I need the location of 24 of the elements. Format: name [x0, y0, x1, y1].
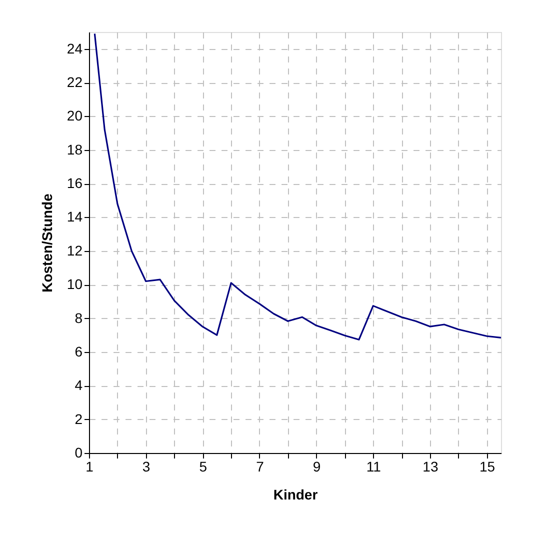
y-tick-label: 14 — [66, 208, 83, 225]
y-tick-label: 20 — [66, 108, 83, 124]
y-tick-label: 4 — [74, 377, 83, 394]
y-tick-label: 22 — [66, 74, 83, 90]
y-tick-label: 16 — [66, 175, 83, 192]
x-tick-label: 9 — [312, 458, 321, 474]
x-tick-label: 1 — [86, 458, 94, 474]
x-tick-label: 7 — [256, 458, 264, 474]
y-tick-label: 0 — [74, 444, 83, 460]
y-tick-label: 24 — [66, 40, 83, 56]
x-tick-label: 11 — [366, 458, 382, 474]
y-tick-label: 10 — [66, 276, 83, 292]
y-tick-label: 2 — [74, 410, 83, 427]
x-tick-label: 13 — [422, 458, 438, 474]
y-tick-label: 12 — [66, 242, 83, 258]
y-tick-label: 18 — [66, 141, 83, 158]
y-tick-label: 6 — [74, 343, 83, 360]
x-axis-title: Kinder — [273, 486, 318, 502]
x-tick-label: 3 — [142, 458, 150, 474]
y-tick-label: 8 — [74, 310, 83, 326]
line-series — [94, 32, 501, 340]
x-tick-label: 5 — [199, 458, 208, 474]
y-axis-title: Kosten/Stunde — [38, 193, 55, 292]
x-tick-label: 15 — [480, 458, 496, 474]
